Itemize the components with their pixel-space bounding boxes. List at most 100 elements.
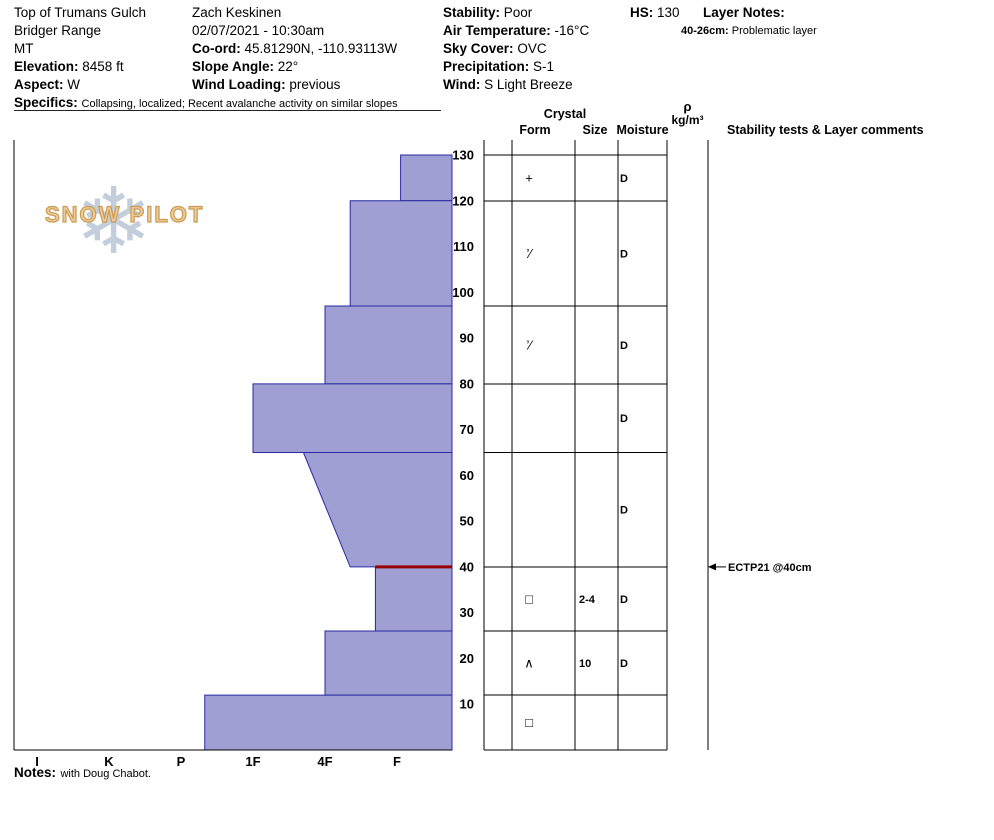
- hardness-tick-label: P: [177, 754, 186, 769]
- snow-height-row: HS: 130: [630, 4, 680, 22]
- moisture-value: D: [620, 505, 628, 517]
- elevation-row: Elevation: 8458 ft: [14, 58, 398, 76]
- layer-notes-label: Layer Notes:: [703, 5, 785, 20]
- coordinates-row: Co-ord: 45.81290N, -110.93113W: [192, 40, 397, 58]
- hardness-layer-bar: [324, 305, 453, 385]
- air-temp-label: Air Temperature:: [443, 23, 551, 38]
- crystal-form-symbol-faceted-crystals: □: [525, 591, 533, 606]
- wind-value: S Light Breeze: [484, 77, 573, 92]
- coordinates-label: Co-ord:: [192, 41, 241, 56]
- hardness-layer-bar: [324, 630, 453, 696]
- moisture-value: D: [620, 658, 628, 670]
- aspect-value: W: [67, 77, 81, 92]
- header-observer-column: Zach Keskinen 02/07/2021 - 10:30am Co-or…: [192, 4, 397, 94]
- table-header-crystal: Crystal: [543, 107, 587, 121]
- wind-loading-value: previous: [289, 77, 341, 92]
- table-header-density-rho: ρ: [683, 99, 692, 114]
- depth-tick-label: 90: [460, 331, 474, 346]
- header-divider-line: [14, 110, 441, 111]
- crystal-form-symbol-decomposing-fragments: ’∕: [526, 337, 533, 352]
- depth-tick-label: 120: [452, 193, 474, 208]
- hardness-layer-bar: [374, 566, 453, 632]
- snowpilot-logo-text: SNOW PILOT: [44, 201, 205, 227]
- depth-tick-label: 10: [460, 697, 474, 712]
- pit-mountain-range: Bridger Range: [14, 23, 102, 38]
- layer-notes-title: Layer Notes:: [703, 4, 817, 22]
- snowflake-icon: ❄: [75, 171, 153, 273]
- table-header-moisture: Moisture: [616, 123, 669, 137]
- hardness-tick-label: 4F: [317, 754, 332, 769]
- air-temp-row: Air Temperature: -16°C: [443, 22, 589, 40]
- hardness-layer-bar: [252, 383, 453, 453]
- hardness-tick-label: I: [35, 754, 39, 769]
- aspect-label: Aspect:: [14, 77, 64, 92]
- pit-location-name: Top of Trumans Gulch: [14, 5, 147, 20]
- stability-row: Stability: Poor: [443, 4, 589, 22]
- observation-datetime: 02/07/2021 - 10:30am: [192, 23, 325, 38]
- hardness-tick-label: F: [393, 754, 401, 769]
- depth-tick-label: 110: [453, 239, 474, 254]
- crystal-form-symbol-precipitation-particles: +: [525, 170, 533, 185]
- hardness-tick-label: 1F: [245, 754, 260, 769]
- table-header-form: Form: [519, 123, 551, 137]
- slope-angle-label: Slope Angle:: [192, 59, 275, 74]
- precipitation-row: Precipitation: S-1: [443, 58, 589, 76]
- depth-tick-label: 80: [460, 376, 474, 391]
- hardness-layer-bar: [400, 154, 453, 202]
- crystal-size-value: 10: [579, 658, 591, 670]
- stability-test-annotation: ECTP21 @40cm: [728, 562, 812, 574]
- header-location-column: Top of Trumans Gulch Bridger Range MT El…: [14, 4, 398, 113]
- coordinates-value: 45.81290N, -110.93113W: [244, 41, 398, 56]
- table-header-comments: Stability tests & Layer comments: [727, 123, 924, 137]
- sky-cover-row: Sky Cover: OVC: [443, 40, 589, 58]
- header-layer-notes-column: Layer Notes: 40-26cm: Problematic layer: [681, 4, 817, 40]
- specifics-value: Collapsing, localized; Recent avalanche …: [81, 98, 398, 110]
- layer-note-range: 40-26cm:: [681, 25, 729, 37]
- air-temp-value: -16°C: [554, 23, 590, 38]
- layer-note-text: Problematic layer: [731, 25, 817, 37]
- wind-label: Wind:: [443, 77, 481, 92]
- wind-row: Wind: S Light Breeze: [443, 76, 589, 94]
- crystal-form-symbol-decomposing-fragments: ’∕: [526, 246, 533, 261]
- hardness-tick-label: K: [104, 754, 114, 769]
- depth-tick-label: 20: [460, 651, 474, 666]
- depth-tick-label: 50: [460, 514, 474, 529]
- pit-state: MT: [14, 41, 34, 56]
- layer-note-row: 40-26cm: Problematic layer: [681, 22, 817, 40]
- precipitation-label: Precipitation:: [443, 59, 530, 74]
- moisture-value: D: [620, 413, 628, 425]
- stability-value: Poor: [503, 5, 533, 20]
- wind-loading-row: Wind Loading: previous: [192, 76, 397, 94]
- header-conditions-column: Stability: Poor Air Temperature: -16°C S…: [443, 4, 589, 94]
- snow-height-value: 130: [657, 5, 680, 20]
- depth-tick-label: 70: [460, 422, 474, 437]
- depth-tick-label: 100: [452, 285, 474, 300]
- elevation-label: Elevation:: [14, 59, 79, 74]
- snowpilot-logo: ❄ SNOW PILOT: [44, 171, 215, 286]
- depth-tick-label: 130: [452, 148, 474, 163]
- slope-angle-value: 22°: [277, 59, 299, 74]
- moisture-value: D: [620, 173, 628, 185]
- hardness-layer-bar: [204, 694, 453, 751]
- stability-label: Stability:: [443, 5, 501, 20]
- elevation-value: 8458 ft: [82, 59, 124, 74]
- depth-tick-label: 30: [460, 605, 474, 620]
- wind-loading-label: Wind Loading:: [192, 77, 286, 92]
- depth-tick-label: 40: [460, 559, 474, 574]
- notes-text: with Doug Chabot.: [60, 768, 151, 780]
- notes-label: Notes:: [14, 765, 57, 780]
- crystal-form-symbol-faceted-crystals: □: [525, 715, 533, 730]
- moisture-value: D: [620, 340, 628, 352]
- crystal-form-symbol-depth-hoar: ∧: [524, 656, 534, 671]
- header-hs-column: HS: 130: [630, 4, 680, 22]
- hardness-layer-bar: [349, 200, 453, 307]
- snow-height-label: HS:: [630, 5, 654, 20]
- specifics-row: Specifics: Collapsing, localized; Recent…: [14, 94, 398, 113]
- slope-angle-row: Slope Angle: 22°: [192, 58, 397, 76]
- depth-tick-label: 60: [460, 468, 474, 483]
- hardness-layer-bar: [302, 452, 453, 568]
- sky-cover-value: OVC: [517, 41, 547, 56]
- observer-name: Zach Keskinen: [192, 5, 282, 20]
